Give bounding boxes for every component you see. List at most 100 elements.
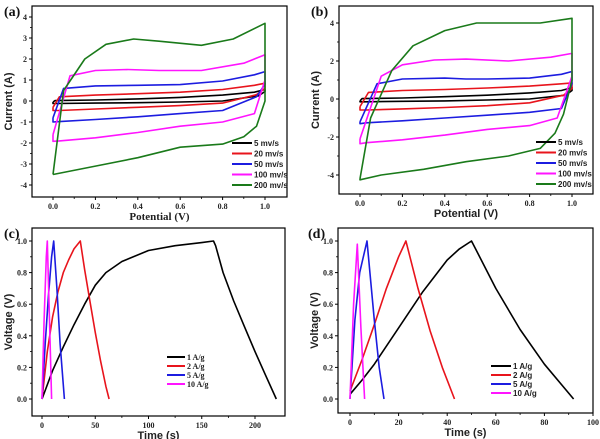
legend: 1 A/g2 A/g5 A/g10 A/g	[167, 353, 209, 389]
y-tick-label: 0.8	[17, 269, 27, 278]
series-line-1-a-g	[349, 240, 575, 400]
x-tick-label: 100	[587, 418, 599, 427]
x-tick-label: 80	[540, 418, 548, 427]
legend-label: 1 A/g	[187, 353, 205, 362]
series-group	[359, 17, 573, 181]
legend-label: 200 mv/s	[254, 181, 288, 190]
legend-label: 100 mv/s	[558, 170, 592, 179]
legend-label: 1 A/g	[513, 362, 532, 371]
series-line-1-a-g	[41, 240, 278, 400]
y-tick-label: 0.4	[17, 332, 27, 341]
y-tick-label: 0.2	[17, 363, 27, 372]
x-tick-label: 0.0	[48, 202, 58, 211]
y-tick-label: -4	[327, 171, 334, 180]
x-tick-label: 200	[249, 421, 261, 430]
series-line-50-mv-s	[52, 70, 266, 123]
y-tick-label: 0.6	[17, 300, 27, 309]
y-tick-label: -1	[20, 118, 27, 127]
y-tick-label: 0.6	[323, 300, 333, 309]
x-tick-label: 0	[348, 418, 352, 427]
panel-b: (b) 0.0 0.2 0.4 0.6 0.8 1.0 -4 -2 0 2 4 Potential (V…	[310, 5, 594, 220]
x-tick-label: 20	[395, 418, 403, 427]
y-axis-title: Voltage (V)	[309, 292, 321, 349]
series-line-2-a-g	[41, 240, 110, 400]
y-tick-label: 0.4	[323, 332, 333, 341]
legend-label: 10 A/g	[187, 380, 209, 389]
x-axis-title: Time (s)	[138, 430, 180, 439]
y-tick-label: -2	[327, 133, 334, 142]
y-axis-title: Voltage (V)	[3, 293, 15, 350]
legend-label: 10 A/g	[513, 389, 537, 398]
x-tick-label: 150	[196, 421, 208, 430]
plot-frame	[337, 227, 594, 414]
x-tick-label: 0.2	[90, 202, 100, 211]
series-line-5-a-g	[41, 240, 66, 400]
legend-label: 5 A/g	[513, 380, 532, 389]
legend-label: 5 A/g	[187, 371, 205, 380]
series-line-20-mv-s	[359, 82, 573, 111]
y-tick-label: -3	[20, 160, 27, 169]
x-tick-label: 60	[492, 418, 500, 427]
x-tick-label: 0.4	[440, 199, 450, 208]
legend-label: 20 mv/s	[254, 150, 284, 159]
y-tick-label: 1.0	[323, 237, 333, 246]
x-tick-label: 1.0	[567, 199, 577, 208]
y-tick-label: 1	[23, 76, 27, 85]
y-tick-label: 2	[330, 57, 334, 66]
legend-label: 2 A/g	[187, 362, 205, 371]
series-line-5-a-g	[349, 240, 385, 400]
x-tick-label: 0.6	[175, 202, 185, 211]
legend-label: 50 mv/s	[254, 160, 284, 169]
panel-d: (d) 0 20 40 60 80 100 0.0 0.2 0.4 0.6 0.8 1.0 Time (s…	[308, 227, 599, 439]
x-tick-label: 1.0	[260, 202, 270, 211]
y-axis-title: Current (A)	[310, 71, 322, 129]
y-axis-title: Current (A)	[3, 72, 15, 130]
legend-label: 5 mv/s	[558, 138, 583, 147]
y-tick-label: 0.0	[323, 395, 333, 404]
x-tick-label: 100	[143, 421, 155, 430]
series-line-200-mv-s	[359, 17, 573, 181]
panel-label: (b)	[311, 5, 328, 20]
legend: 1 A/g2 A/g5 A/g10 A/g	[491, 362, 537, 398]
legend-label: 200 mv/s	[558, 180, 592, 189]
y-tick-label: 0	[330, 95, 334, 104]
y-tick-label: 3	[23, 34, 27, 43]
x-tick-label: 0	[40, 421, 44, 430]
legend-label: 100 mv/s	[254, 171, 288, 180]
panel-a: (a) 0.0 0.2 0.4 0.6 0.8 1.0 -4 -3 -2 -1 0 1 2 3 4 Potent…	[3, 5, 288, 223]
x-tick-label: 0.0	[355, 199, 365, 208]
y-tick-label: 2	[23, 55, 27, 64]
plot-frame	[31, 227, 286, 417]
y-tick-label: -2	[20, 139, 27, 148]
x-axis-title: Potential (V)	[434, 208, 499, 220]
panel-label: (d)	[308, 227, 325, 242]
series-line-5-mv-s	[52, 88, 266, 105]
series-group	[41, 240, 278, 400]
y-tick-label: 0.8	[323, 269, 333, 278]
y-tick-label: -4	[20, 181, 27, 190]
x-tick-label: 0.8	[218, 202, 228, 211]
series-line-10-a-g	[41, 240, 53, 400]
y-tick-label: 0	[23, 97, 27, 106]
y-tick-label: 4	[330, 19, 334, 28]
y-tick-label: 0.2	[323, 363, 333, 372]
y-tick-label: 0.0	[17, 395, 27, 404]
legend-label: 2 A/g	[513, 371, 532, 380]
x-tick-label: 40	[443, 418, 451, 427]
panel-c: (c) 0 50 100 150 200 0.0 0.2 0.4 0.6 0.8 1.0 Time (s…	[3, 227, 286, 439]
series-group	[52, 22, 266, 176]
y-tick-label: 4	[23, 13, 27, 22]
legend-label: 20 mv/s	[558, 149, 588, 158]
x-tick-label: 0.2	[397, 199, 407, 208]
x-tick-label: 0.4	[133, 202, 143, 211]
series-group	[349, 240, 575, 400]
plot-frame	[31, 5, 288, 198]
series-line-2-a-g	[349, 240, 456, 400]
x-axis-title: Potential (V)	[129, 211, 190, 223]
series-line-5-mv-s	[359, 86, 573, 103]
x-axis-title: Time (s)	[445, 427, 487, 439]
series-line-200-mv-s	[52, 22, 266, 176]
series-line-10-a-g	[349, 243, 366, 400]
